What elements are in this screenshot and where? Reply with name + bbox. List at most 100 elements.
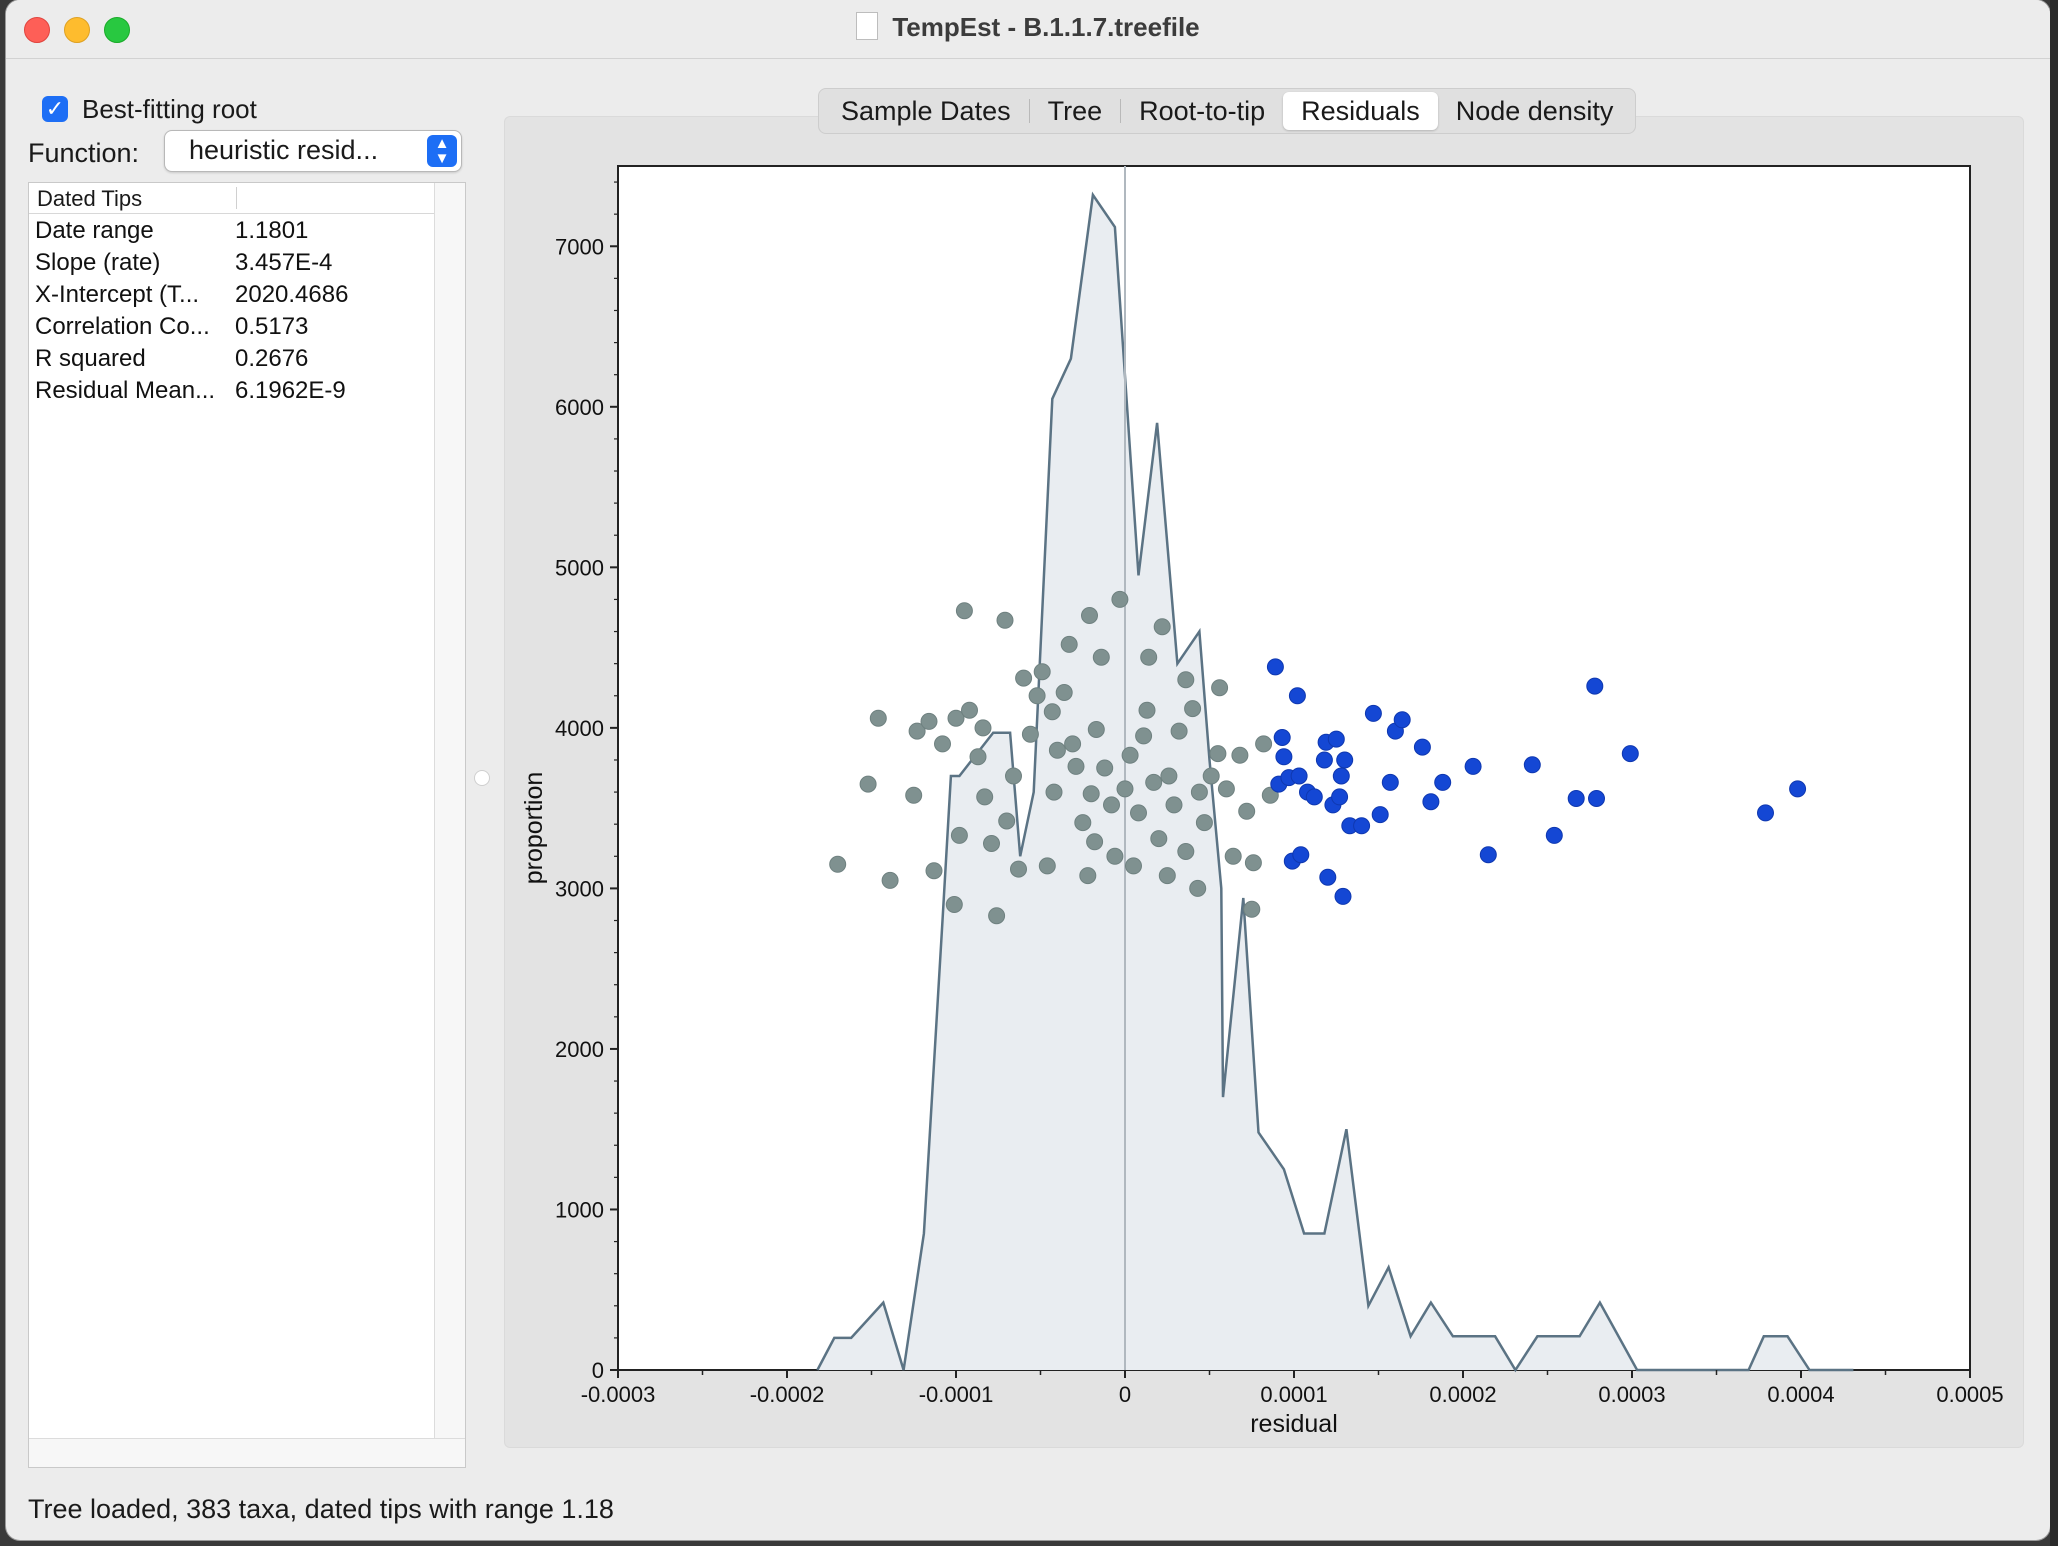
plot-area: [617, 165, 1971, 1371]
row-key: Date range: [35, 217, 154, 244]
data-point: [1588, 790, 1605, 807]
data-point: [1190, 783, 1208, 801]
data-point: [905, 786, 923, 804]
x-tick-label: 0.0001: [1260, 1382, 1327, 1407]
data-point: [1273, 729, 1291, 746]
app-window: TempEst - B.1.1.7.treefile ✓ Best-fittin…: [6, 0, 2050, 1540]
data-point: [1621, 745, 1639, 763]
data-point: [1266, 658, 1284, 676]
row-value: 0.2676: [235, 345, 309, 372]
column-divider[interactable]: [236, 187, 237, 209]
data-point: [1195, 814, 1213, 832]
histogram-line: [816, 191, 1854, 1373]
data-point: [1150, 830, 1168, 848]
vertical-scrollbar[interactable]: [434, 183, 465, 1439]
data-point: [1364, 704, 1382, 722]
data-point: [1202, 767, 1220, 785]
background-window-edge: [2050, 0, 2058, 1546]
tab-residuals[interactable]: Residuals: [1283, 92, 1438, 130]
data-point: [1092, 648, 1110, 666]
residuals-chart: -0.0003 -0.0002 -0.0001 0 0.0001 0.0002 0.0003…: [520, 165, 2004, 1438]
data-point: [1336, 751, 1354, 769]
row-key: Correlation Co...: [35, 313, 210, 340]
data-point: [1371, 806, 1389, 824]
blue-points-series: [1266, 658, 1807, 905]
data-point: [925, 862, 943, 880]
data-point: [1125, 857, 1142, 875]
table-header-dated-tips[interactable]: Dated Tips: [37, 186, 143, 211]
x-tick-label: 0.0003: [1598, 1382, 1665, 1407]
tab-node-density[interactable]: Node density: [1455, 96, 1614, 126]
data-point: [1096, 759, 1114, 777]
best-fitting-root-option[interactable]: ✓ Best-fitting root: [42, 92, 257, 126]
data-point: [1087, 721, 1105, 738]
y-tick-label: 7000: [555, 234, 604, 259]
tab-root-to-tip[interactable]: Root-to-tip: [1139, 96, 1266, 126]
x-tick-label: -0.0002: [750, 1382, 825, 1407]
row-value: 0.5173: [235, 313, 309, 340]
data-point: [1290, 767, 1308, 785]
window-title: TempEst - B.1.1.7.treefile: [6, 12, 2050, 43]
row-value: 2020.4686: [235, 281, 349, 308]
best-fitting-root-label: Best-fitting root: [82, 93, 257, 124]
function-label: Function:: [28, 138, 140, 168]
function-select[interactable]: heuristic resid... ▲ ▼: [164, 130, 462, 172]
x-tick-label: 0.0004: [1767, 1382, 1834, 1407]
split-pane-divider-handle[interactable]: [474, 770, 490, 786]
x-tick-label: 0.0002: [1429, 1382, 1496, 1407]
data-point: [1224, 847, 1242, 865]
close-window-button[interactable]: [24, 17, 50, 43]
data-point: [1381, 773, 1399, 791]
title-bar: TempEst - B.1.1.7.treefile: [6, 0, 2050, 59]
data-point: [1028, 687, 1046, 705]
data-point: [1038, 857, 1056, 875]
x-tick-label: 0.0005: [1936, 1382, 2003, 1407]
data-point: [1170, 722, 1188, 740]
data-point: [1140, 648, 1158, 666]
data-point: [983, 835, 1000, 852]
minimize-window-button[interactable]: [64, 17, 90, 43]
x-tick-label: -0.0001: [919, 1382, 994, 1407]
data-point: [1789, 780, 1807, 798]
data-point: [1422, 793, 1440, 811]
data-point: [1074, 814, 1092, 832]
data-point: [1479, 846, 1497, 864]
data-point: [1331, 788, 1349, 806]
y-tick-label: 6000: [555, 395, 604, 420]
y-tick-label: 4000: [555, 716, 604, 741]
data-point: [1255, 735, 1273, 753]
data-point: [996, 611, 1014, 629]
data-point: [908, 722, 926, 740]
data-point: [920, 712, 938, 730]
data-point: [1130, 804, 1147, 822]
zoom-window-button[interactable]: [104, 17, 130, 43]
tab-sample-dates[interactable]: Sample Dates: [841, 96, 1011, 126]
data-point: [934, 735, 951, 753]
data-point: [1177, 671, 1195, 689]
best-fitting-root-checkbox[interactable]: ✓: [42, 96, 68, 122]
data-point: [1165, 796, 1183, 814]
row-key: Residual Mean...: [35, 377, 216, 404]
data-point: [1138, 701, 1156, 719]
data-point: [869, 709, 887, 727]
row-value: 6.1962E-9: [235, 377, 346, 404]
tab-tree[interactable]: Tree: [1047, 96, 1103, 126]
y-tick-label: 3000: [555, 876, 604, 901]
tab-divider: [1028, 99, 1030, 123]
row-value: 1.1801: [235, 217, 309, 244]
data-point: [859, 775, 877, 793]
horizontal-scrollbar[interactable]: [29, 1438, 465, 1467]
select-arrows-icon: ▲ ▼: [427, 135, 457, 167]
data-point: [1082, 785, 1100, 803]
data-point: [1319, 868, 1337, 886]
data-point: [1111, 590, 1129, 608]
data-point: [1238, 802, 1256, 820]
data-point: [1055, 684, 1073, 701]
data-point: [1103, 796, 1120, 814]
data-point: [1010, 860, 1027, 878]
data-point: [1106, 847, 1124, 865]
data-point: [1145, 773, 1163, 791]
data-point: [1327, 730, 1345, 748]
data-point: [1292, 846, 1310, 864]
data-point: [1121, 746, 1139, 764]
